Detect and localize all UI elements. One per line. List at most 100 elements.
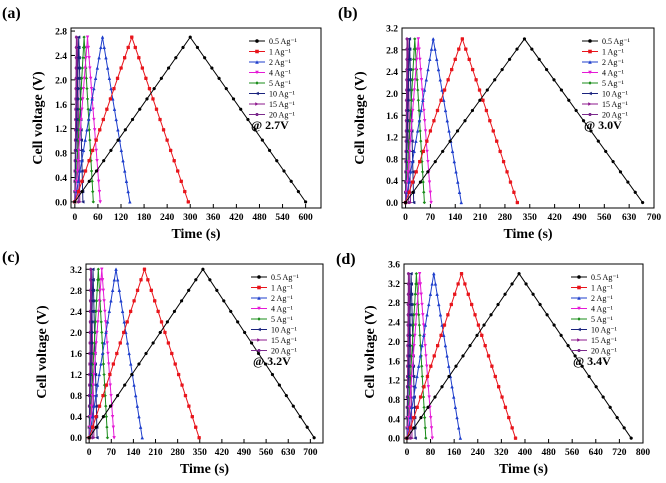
data-point	[470, 108, 475, 113]
data-point	[90, 414, 95, 419]
data-point	[417, 47, 421, 52]
data-point	[97, 299, 102, 303]
data-point	[493, 374, 497, 379]
data-point	[142, 267, 147, 271]
data-point	[442, 323, 447, 327]
data-point	[95, 435, 99, 440]
data-point	[120, 309, 125, 314]
data-point	[151, 341, 155, 345]
legend-label: 1 Ag⁻¹	[271, 283, 294, 292]
legend-label: 0.5 Ag⁻¹	[591, 273, 620, 282]
legend-marker	[577, 338, 581, 342]
data-point	[412, 426, 416, 430]
data-point	[92, 128, 97, 132]
series-group	[87, 267, 316, 440]
data-point	[122, 169, 127, 173]
data-point	[263, 362, 268, 366]
data-point	[95, 330, 99, 335]
data-point	[406, 159, 411, 164]
data-point	[495, 139, 499, 143]
data-point	[475, 333, 479, 337]
data-point	[95, 159, 99, 163]
data-point	[92, 372, 96, 377]
data-point	[440, 323, 444, 327]
legend-label: 1 Ag⁻¹	[269, 47, 292, 56]
y-tick-label: 2.0	[70, 329, 82, 339]
y-tick-label: 3.2	[70, 266, 82, 276]
data-point	[450, 67, 454, 72]
legend-label: 15 Ag⁻¹	[602, 100, 629, 109]
data-point	[410, 436, 414, 440]
data-point	[90, 96, 94, 101]
data-point	[438, 312, 443, 317]
data-point	[107, 309, 112, 314]
data-point	[422, 88, 427, 92]
data-point	[109, 393, 113, 398]
data-point	[112, 86, 116, 91]
legend-marker	[577, 306, 581, 311]
data-point	[105, 341, 109, 345]
legend-label: 1 Ag⁻¹	[591, 283, 614, 292]
data-point	[416, 88, 420, 92]
data-point	[253, 128, 257, 132]
x-tick-label: 420	[229, 213, 244, 223]
legend-label: 15 Ag⁻¹	[591, 336, 618, 345]
data-point	[421, 149, 425, 154]
x-tick-label: 350	[193, 448, 208, 458]
data-point	[640, 200, 645, 205]
data-point	[524, 282, 528, 286]
data-point	[457, 190, 462, 194]
data-point	[102, 159, 106, 163]
data-point	[91, 107, 95, 112]
data-point	[413, 323, 418, 328]
data-point	[489, 313, 493, 317]
data-point	[78, 200, 82, 204]
data-point	[183, 393, 188, 398]
panel-letter: (d)	[336, 251, 356, 268]
data-point	[538, 302, 542, 307]
data-point	[594, 385, 598, 389]
data-point	[432, 354, 436, 358]
data-point	[132, 383, 136, 387]
data-point	[410, 405, 414, 409]
x-axis-label: Time (s)	[503, 227, 552, 242]
data-point	[119, 298, 123, 303]
voltage-annotation: @ 3.2V	[253, 354, 291, 368]
x-tick-label: 720	[612, 448, 627, 458]
data-point	[460, 37, 464, 41]
data-point	[412, 149, 417, 154]
data-point	[115, 351, 119, 356]
data-point	[111, 425, 116, 430]
data-point	[410, 88, 414, 92]
x-tick-label: 640	[589, 448, 604, 458]
data-point	[417, 108, 421, 113]
x-tick-label: 560	[597, 213, 612, 223]
data-point	[409, 385, 413, 389]
data-point	[104, 404, 108, 408]
y-tick-label: 2.8	[55, 28, 67, 38]
data-point	[140, 435, 145, 440]
data-point	[215, 288, 219, 292]
data-point	[87, 128, 92, 132]
data-point	[418, 159, 422, 164]
data-point	[424, 77, 429, 82]
data-point	[463, 282, 467, 286]
data-point	[407, 37, 412, 41]
data-point	[83, 66, 87, 71]
legend-marker	[588, 70, 592, 75]
data-point	[410, 78, 415, 82]
data-point	[447, 128, 451, 133]
data-point	[249, 341, 254, 345]
data-point	[490, 364, 494, 368]
data-point	[503, 292, 507, 296]
data-point	[425, 149, 429, 154]
data-point	[409, 282, 413, 286]
data-point	[423, 426, 427, 430]
data-point	[420, 343, 424, 348]
data-point	[138, 107, 142, 111]
data-point	[289, 179, 293, 183]
data-point	[89, 169, 94, 173]
data-point	[415, 302, 420, 307]
data-point	[446, 364, 451, 368]
x-tick-label: 0	[72, 213, 77, 223]
